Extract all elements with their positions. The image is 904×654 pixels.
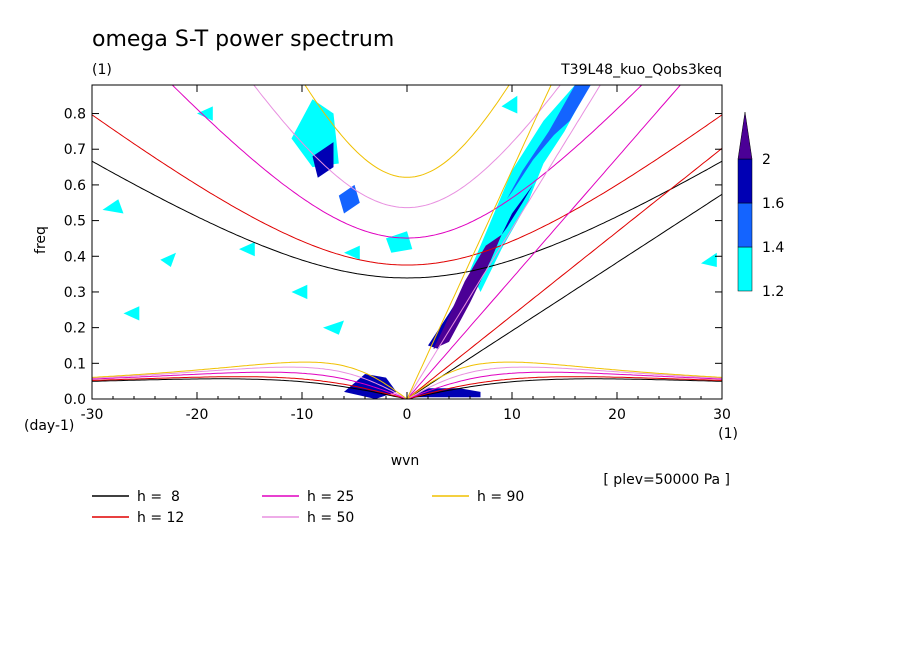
power-region-scatter-1 [102, 199, 124, 214]
x-tick-label: 30 [713, 407, 731, 423]
x-tick-label: 20 [608, 407, 626, 423]
y-tick-label: 0.2 [64, 321, 86, 337]
x-units-label: (1) [718, 426, 738, 442]
power-region-scatter-2 [160, 252, 176, 267]
legend-label: h = 90 [477, 489, 524, 505]
power-region-kelvin-band-3 [506, 85, 591, 200]
y-tick-label: 0.5 [64, 214, 86, 230]
y-tick-label: 0.0 [64, 392, 86, 408]
y-axis-label: freq [33, 226, 49, 254]
colorbar-segment [737, 158, 753, 204]
colorbar-arrow [737, 111, 753, 160]
chart-title: omega S-T power spectrum [92, 27, 394, 52]
y-axis: 0.0 0.1 0.2 0.3 0.4 0.5 0.6 0.7 0.8 [64, 107, 722, 408]
colorbar: 1.2 1.4 1.6 2 [737, 111, 784, 300]
plot-area: -30 -20 -10 0 10 20 30 0.00.10.20.30.40.50.60.… [64, 84, 731, 423]
curve-er-h-25 [92, 371, 722, 399]
subtitle-units: (1) [92, 62, 112, 78]
power-region-scatter-5 [291, 284, 308, 300]
power-region-scatter-4 [323, 320, 344, 335]
colorbar-segment [737, 202, 753, 248]
power-shading [102, 85, 717, 399]
power-region-scatter-8 [501, 95, 518, 114]
power-region-er-patch-4 [386, 231, 413, 253]
colorbar-segment [737, 246, 753, 292]
level-note: [ plev=50000 Pa ] [603, 472, 730, 488]
x-tick-label: -30 [81, 407, 104, 423]
curve-ig-h-90 [304, 85, 510, 178]
x-tick-label: 0 [403, 407, 412, 423]
curve-er-h-12 [92, 376, 722, 399]
colorbar-label: 1.6 [762, 196, 784, 212]
power-region-scatter-7 [701, 252, 717, 267]
x-tick-label: 10 [503, 407, 521, 423]
power-region-scatter-6 [344, 245, 360, 260]
power-region-scatter-3 [239, 242, 255, 257]
y-tick-label: 0.4 [64, 249, 86, 265]
x-tick-label: -10 [291, 407, 314, 423]
colorbar-label: 1.2 [762, 284, 784, 300]
curve-er-h-8 [92, 378, 722, 399]
curve-ig-h-50 [253, 85, 561, 209]
y-tick-label: 0.1 [64, 356, 86, 372]
curve-ig-h-12 [92, 114, 722, 266]
x-tick-label: -20 [186, 407, 209, 423]
x-axis: -30 -20 -10 0 10 20 30 [81, 85, 731, 423]
legend-label: h = 8 [137, 489, 180, 505]
colorbar-label: 2 [762, 152, 771, 168]
curve-er-h-90 [92, 361, 722, 399]
y-tick-label: 0.7 [64, 142, 86, 158]
curve-ig-h-25 [171, 85, 643, 239]
legend-label: h = 50 [307, 510, 354, 526]
curve-kelvin-h-12 [406, 147, 722, 399]
y-tick-label: 0.6 [64, 178, 86, 194]
y-tick-label: 0.3 [64, 285, 86, 301]
legend: h = 8 h = 12 h = 25 h = 50 h = 90 [92, 489, 524, 526]
power-region-er-patch-3 [338, 184, 360, 214]
y-units-label: (day-1) [24, 418, 74, 434]
curve-ig-h-8 [92, 160, 722, 279]
run-label: T39L48_kuo_Qobs3keq [560, 62, 722, 78]
power-region-scatter-9 [197, 106, 213, 121]
dispersion-curves [92, 85, 722, 399]
legend-label: h = 12 [137, 510, 184, 526]
y-tick-label: 0.8 [64, 107, 86, 123]
curve-kelvin-h-8 [406, 193, 722, 399]
power-region-scatter-10 [123, 306, 140, 321]
curve-kelvin-h-90 [406, 85, 552, 399]
colorbar-label: 1.4 [762, 240, 784, 256]
power-region-kelvin-band-1 [433, 234, 502, 349]
curve-er-h-50 [92, 366, 722, 399]
legend-label: h = 25 [307, 489, 354, 505]
x-axis-label: wvn [391, 453, 420, 469]
curve-kelvin-h-50 [406, 85, 601, 399]
curve-kelvin-h-25 [406, 85, 682, 399]
